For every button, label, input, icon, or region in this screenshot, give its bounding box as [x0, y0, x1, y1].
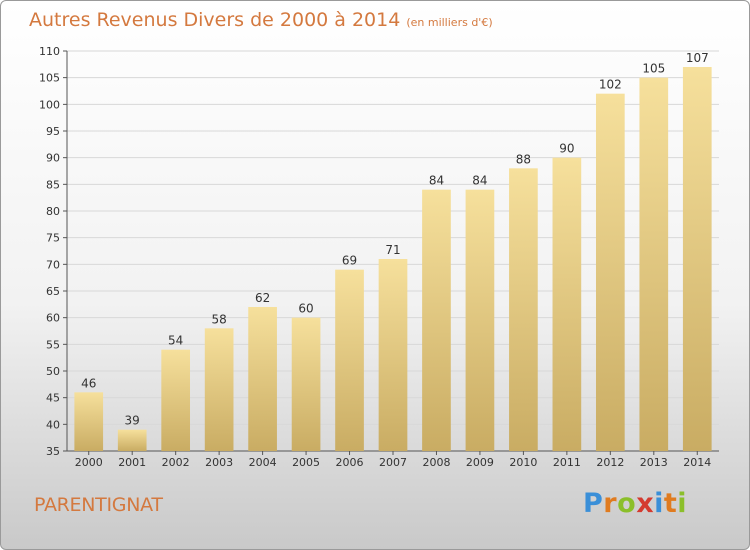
data-label-2011: 90: [559, 142, 574, 156]
x-tick-label-2014: 2014: [683, 456, 711, 469]
chart-title-text: Autres Revenus Divers de 2000 à 2014: [29, 9, 401, 31]
data-label-2009: 84: [472, 174, 487, 188]
y-tick-label: 80: [46, 205, 60, 218]
data-label-2005: 60: [298, 302, 313, 316]
chart-title: Autres Revenus Divers de 2000 à 2014 (en …: [29, 9, 493, 31]
x-tick-label-2006: 2006: [336, 456, 364, 469]
data-label-2003: 58: [211, 312, 226, 326]
data-label-2000: 46: [81, 376, 96, 390]
data-label-2002: 54: [168, 334, 183, 348]
logo-letter: i: [654, 488, 664, 519]
logo-letter: x: [636, 488, 655, 519]
data-label-2014: 107: [686, 51, 709, 65]
bar-2001: [117, 429, 147, 451]
logo-letter: r: [603, 488, 618, 519]
data-label-2008: 84: [429, 174, 444, 188]
x-tick-label-2013: 2013: [640, 456, 668, 469]
data-label-2012: 102: [599, 78, 622, 92]
y-tick-label: 45: [46, 392, 60, 405]
axes: 35 40 45 50 55 60 65 70 75 80 85 90 95 100 105 110 2000 2…: [39, 45, 719, 469]
y-tick-label: 85: [46, 178, 60, 191]
y-tick-label: 60: [46, 312, 60, 325]
x-tick-label-2011: 2011: [553, 456, 581, 469]
data-label-2004: 62: [255, 291, 270, 305]
y-tick-label: 55: [46, 338, 60, 351]
chart-subtitle: (en milliers d'€): [406, 16, 493, 29]
data-label-2010: 88: [516, 152, 531, 166]
bar-2012: [595, 93, 625, 452]
bar-2010: [509, 168, 538, 452]
y-tick-label: 40: [46, 418, 60, 431]
x-tick-label-2001: 2001: [118, 456, 146, 469]
bar-2004: [248, 307, 277, 451]
data-label-2006: 69: [342, 254, 357, 268]
bars: [74, 67, 712, 452]
bar-2003: [204, 328, 234, 451]
bar-2009: [465, 189, 495, 451]
y-tick-label: 95: [46, 125, 60, 138]
logo-letter: o: [617, 488, 637, 519]
data-label-2013: 105: [642, 62, 665, 76]
bar-2000: [74, 392, 104, 451]
y-tick-label: 65: [46, 285, 60, 298]
logo-letter: P: [583, 488, 604, 519]
data-labels: 46 39 54 58 62 60 69 71 84 84 88 90 102 105 107: [81, 51, 709, 428]
bar-2014: [682, 67, 712, 451]
logo-letter: t: [663, 488, 678, 519]
bar-2013: [639, 77, 669, 452]
x-tick-label-2003: 2003: [205, 456, 233, 469]
x-tick-label-2000: 2000: [75, 456, 103, 469]
proxiti-logo[interactable]: Proxiti: [583, 488, 687, 519]
bar-2011: [552, 157, 582, 451]
bar-2005: [291, 317, 321, 451]
x-tick-label-2005: 2005: [292, 456, 320, 469]
x-tick-label-2004: 2004: [249, 456, 277, 469]
x-tick-label-2012: 2012: [596, 456, 624, 469]
y-tick-label: 110: [39, 45, 60, 58]
y-tick-label: 100: [39, 98, 60, 111]
bar-2007: [378, 259, 408, 451]
logo-letter: i: [677, 488, 688, 519]
x-tick-label-2007: 2007: [379, 456, 407, 469]
data-label-2007: 71: [385, 243, 400, 257]
place-name: PARENTIGNAT: [34, 494, 163, 516]
y-tick-label: 70: [46, 258, 60, 271]
y-tick-label: 75: [46, 232, 60, 245]
bar-2008: [422, 189, 451, 451]
y-tick-label: 90: [46, 152, 60, 165]
x-tick-label-2010: 2010: [509, 456, 537, 469]
y-tick-label: 50: [46, 365, 60, 378]
bar-2002: [161, 349, 191, 451]
y-tick-label: 105: [39, 72, 60, 85]
x-tick-label-2009: 2009: [466, 456, 494, 469]
x-tick-label-2008: 2008: [422, 456, 450, 469]
x-tick-label-2002: 2002: [162, 456, 190, 469]
bar-2006: [335, 269, 364, 451]
y-tick-label: 35: [46, 445, 60, 458]
data-label-2001: 39: [125, 414, 140, 428]
